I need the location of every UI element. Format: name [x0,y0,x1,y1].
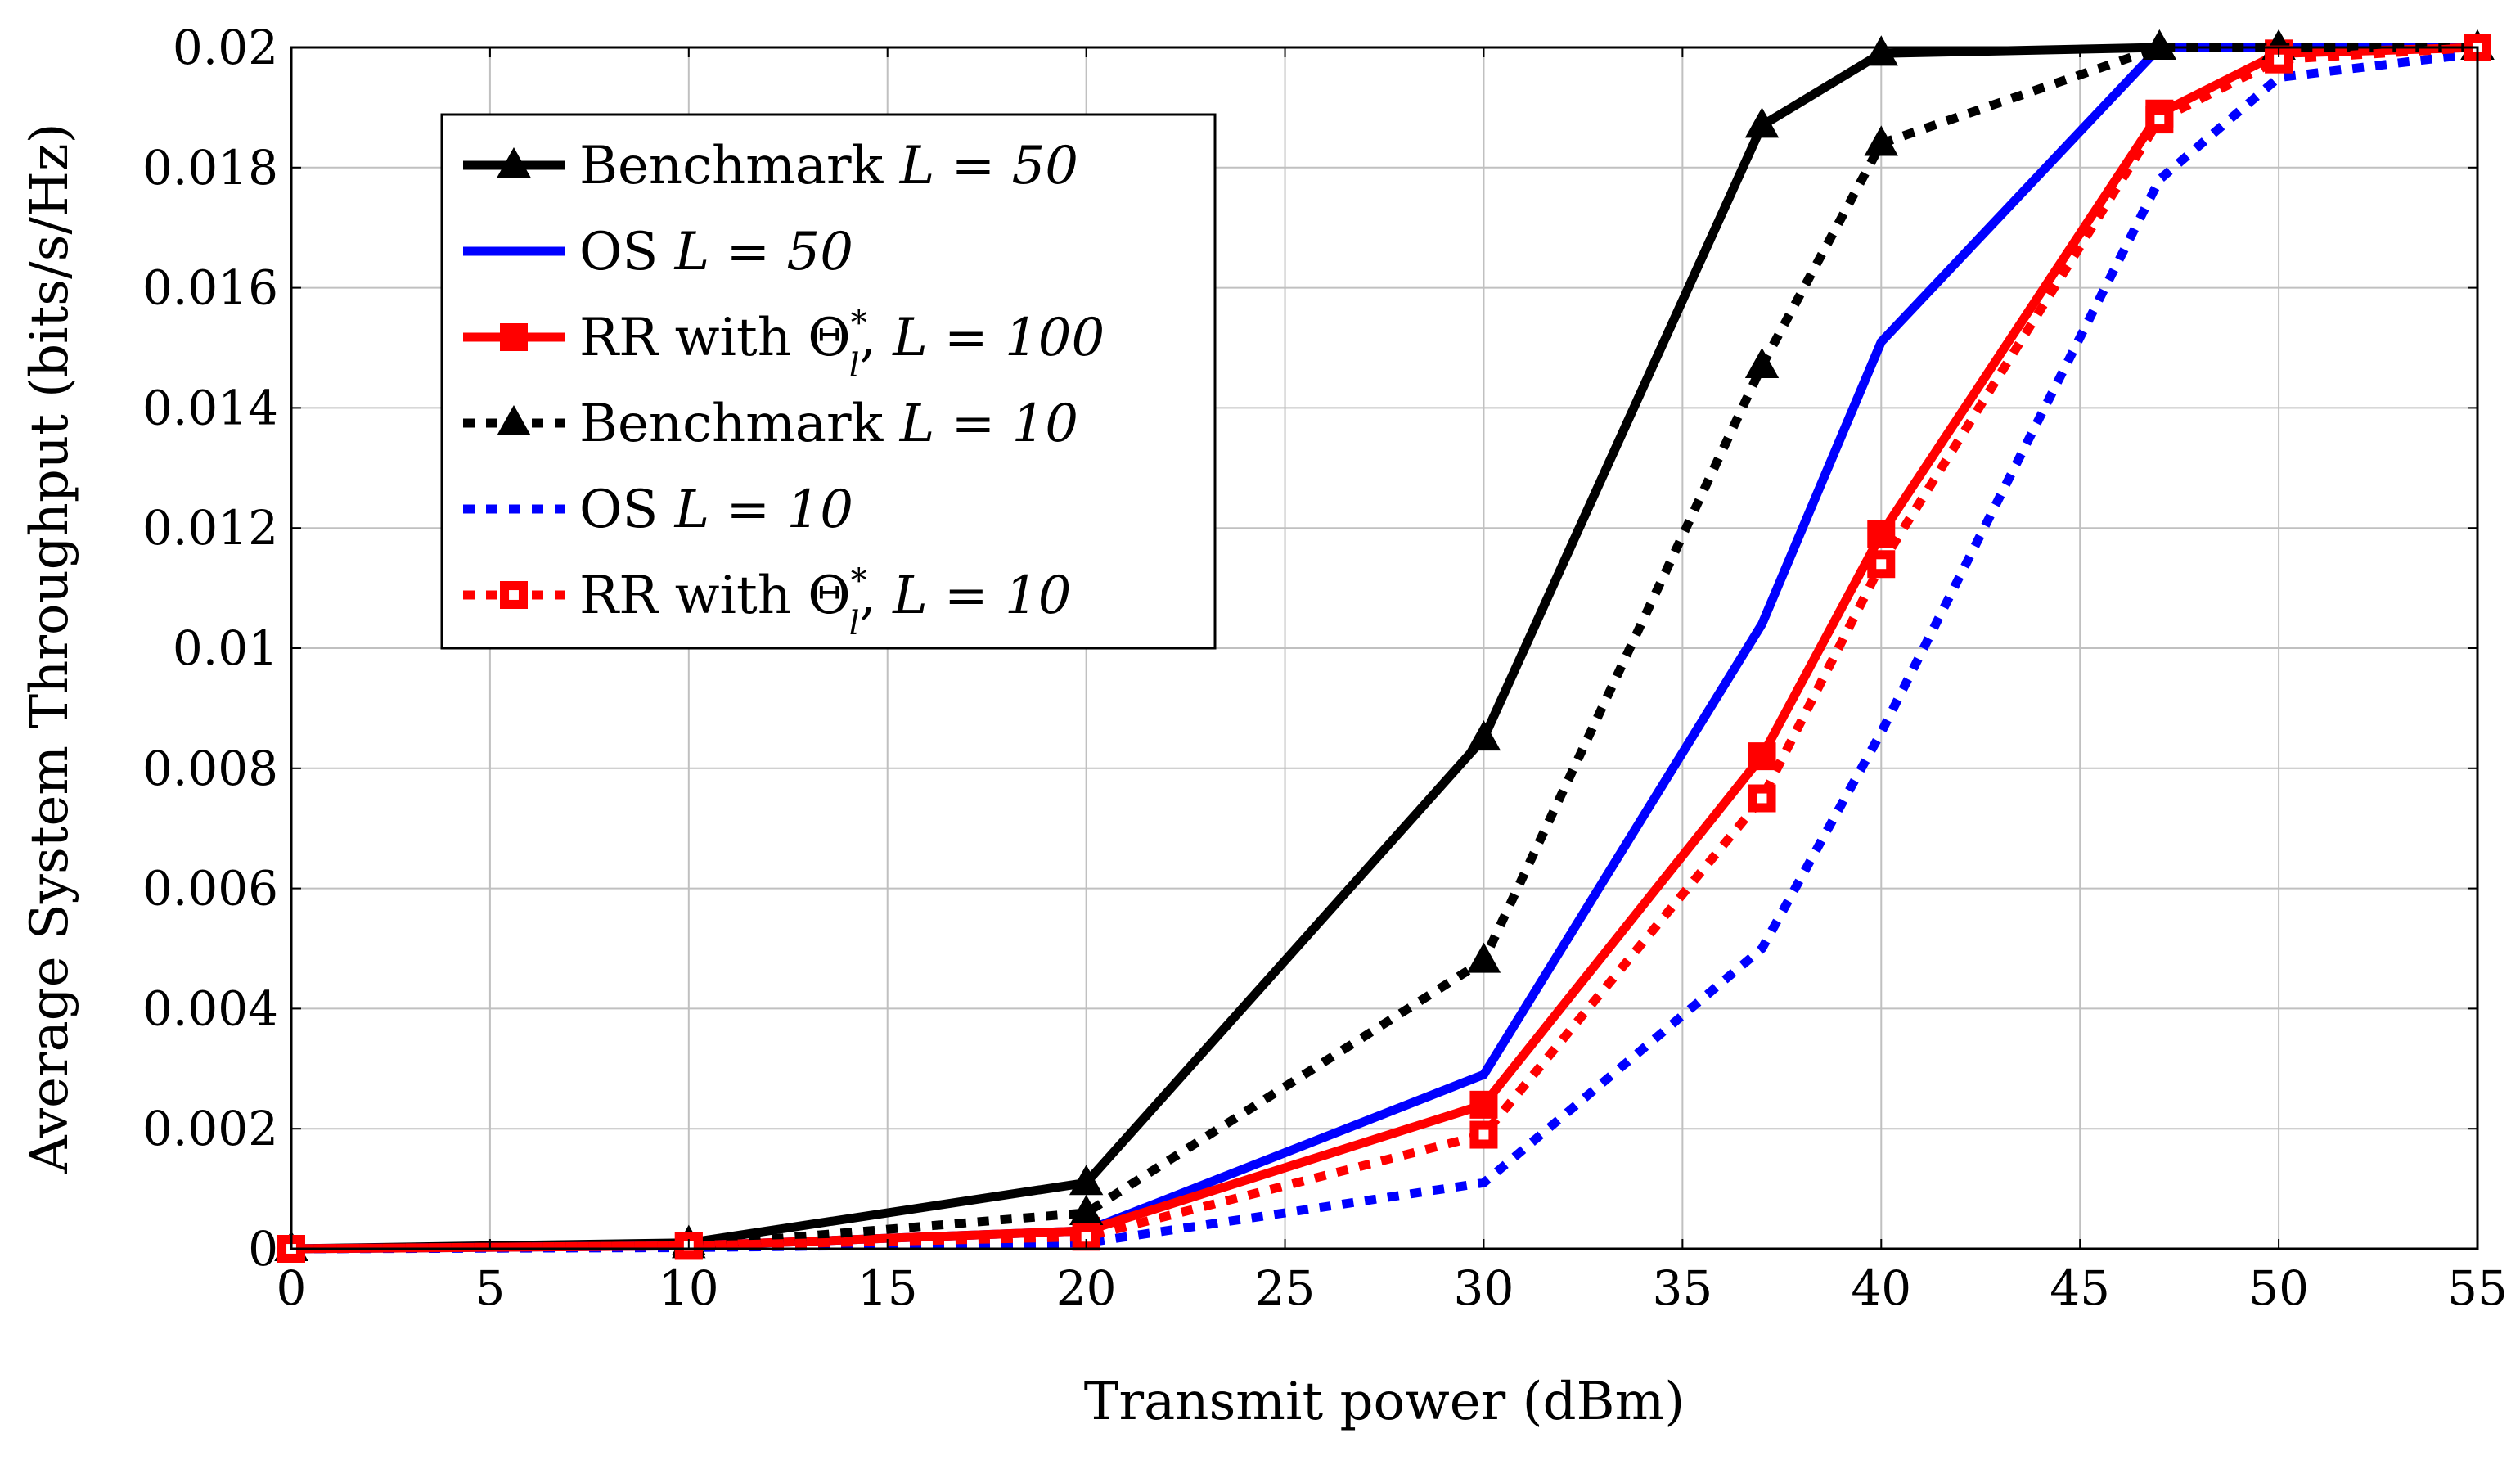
x-tick-label: 15 [857,1260,918,1316]
legend-label-prefix: OS [579,480,675,540]
data-point [1864,125,1898,156]
legend-label-prefix: OS [579,222,675,282]
data-point [1466,720,1501,751]
legend-item: RR with Θ* l, L = 100 [463,304,1105,385]
y-tick-label: 0.008 [142,741,278,796]
data-point [1744,347,1780,379]
triangle-marker [1744,107,1780,138]
legend-label: RR with Θ* l, L = 100 [579,304,1105,385]
legend-label: OS L = 50 [579,222,853,282]
legend-label-sub: l [849,605,860,642]
square-marker [500,323,528,351]
y-tick-label: 0.012 [142,500,278,556]
data-point [1069,1165,1104,1196]
x-tick-label: 35 [1652,1260,1712,1316]
legend-item: OS L = 50 [463,222,853,282]
axis-ticks: 0 5 10 15 20 25 30 35 40 45 50 55 0 0.002 0.004 0.006 0.… [142,20,2508,1316]
data-point [1469,1090,1498,1119]
square-marker [1748,742,1776,771]
x-axis-label: Transmit power (dBm) [1084,1372,1685,1432]
legend-label-sub: l [849,347,860,385]
y-tick-label: 0.002 [142,1101,278,1156]
square-marker-hole [509,590,519,600]
legend-label-prefix: RR with Θ [579,308,851,368]
x-tick-label: 50 [2248,1260,2309,1316]
data-point [2142,29,2177,60]
legend-label-math: L = 10 [892,566,1071,626]
legend-label-sup: * [851,304,867,342]
data-point [2145,106,2174,134]
square-marker-hole [1478,1129,1489,1140]
square-marker-hole [1757,793,1767,804]
y-tick-label: 0.016 [142,260,278,316]
triangle-marker [1864,125,1898,156]
legend-label-math: L = 50 [899,136,1078,196]
data-point [1867,550,1896,579]
x-tick-label: 10 [659,1260,719,1316]
legend-label-prefix: Benchmark [579,136,900,196]
triangle-marker [1069,1165,1104,1196]
y-axis-label: Average System Throughput (bits/s/Hz) [20,123,80,1174]
legend-label-comma: , [860,308,893,368]
triangle-marker [1466,942,1501,973]
square-marker-hole [1081,1232,1091,1242]
y-tick-label: 0.014 [142,380,278,435]
legend-label-sup: * [851,562,867,600]
legend-label-prefix: Benchmark [579,394,900,454]
square-marker-hole [2274,54,2284,65]
legend-label-comma: , [860,566,893,626]
y-tick-label: 0.01 [173,620,278,676]
legend-label: Benchmark L = 10 [579,394,1078,454]
y-tick-label: 0 [248,1221,278,1277]
x-tick-label: 20 [1056,1260,1117,1316]
legend-label-math: L = 10 [674,480,853,540]
legend-item: Benchmark L = 50 [463,136,1078,196]
legend-label: Benchmark L = 50 [579,136,1078,196]
legend-label-math: L = 10 [899,394,1078,454]
legend-label: OS L = 10 [579,480,853,540]
data-point [1469,1120,1498,1149]
triangle-marker [497,404,531,435]
x-tick-label: 40 [1851,1260,1911,1316]
data-point [1744,107,1780,138]
legend-label: RR with Θ* l, L = 10 [579,562,1071,642]
x-tick-label: 5 [475,1260,505,1316]
square-marker [1469,1090,1498,1119]
triangle-marker [1466,720,1501,751]
x-tick-label: 30 [1454,1260,1514,1316]
square-marker-hole [2154,115,2165,125]
legend-item: Benchmark L = 10 [463,394,1078,454]
legend-item: RR with Θ* l, L = 10 [463,562,1071,642]
x-tick-label: 25 [1255,1260,1316,1316]
y-tick-label: 0.02 [173,20,278,75]
data-point [1466,942,1501,973]
data-point [1748,784,1776,813]
series-line [290,43,2478,1254]
legend-label-prefix: RR with Θ [579,566,851,626]
triangle-marker [497,146,531,178]
y-tick-label: 0.004 [142,980,278,1036]
y-tick-label: 0.018 [142,140,278,196]
x-tick-label: 45 [2050,1260,2110,1316]
legend-label-math: L = 50 [674,222,853,282]
legend-item: OS L = 10 [463,480,853,540]
square-marker-hole [1876,559,1887,570]
data-point [1748,742,1776,771]
x-tick-label: 55 [2447,1260,2508,1316]
legend-label-math: L = 100 [892,308,1105,368]
x-tick-label: 0 [277,1260,307,1316]
legend-box [440,113,1217,650]
triangle-marker [2142,29,2177,60]
y-tick-label: 0.006 [142,861,278,917]
triangle-marker [1744,347,1780,379]
